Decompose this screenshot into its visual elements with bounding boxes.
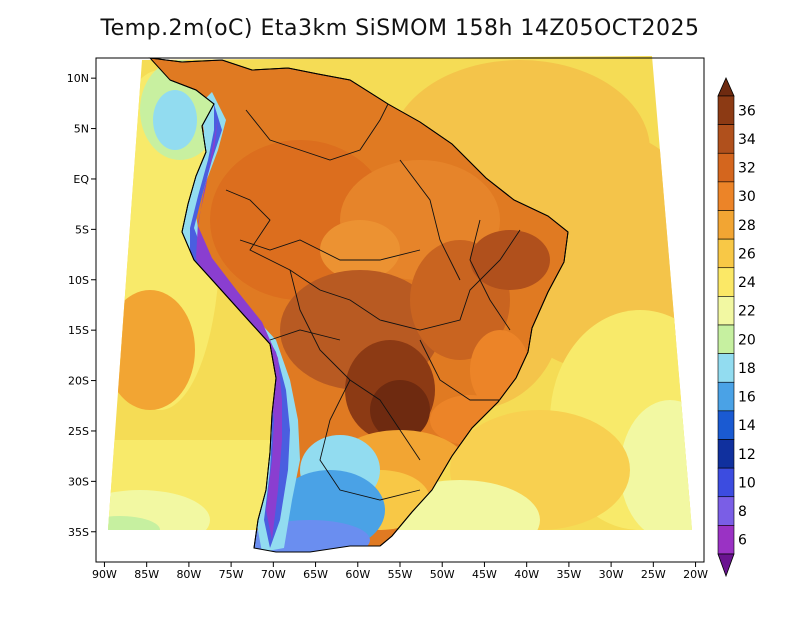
map-title: Temp.2m(oC) Eta3km SiSMOM 158h 14Z05OCT2… — [100, 16, 700, 41]
lon-tick-label: 90W — [92, 568, 117, 581]
colorbar-swatch — [717, 95, 735, 125]
lon-tick-label: 85W — [134, 568, 159, 581]
latitude-axis: 10N 5N EQ 5S 10S 15S 20S 25S 30S 35S — [67, 72, 96, 539]
colorbar-label: 20 — [738, 332, 756, 348]
colorbar-label: 30 — [738, 189, 756, 205]
colorbar-label: 14 — [738, 418, 756, 434]
coastline — [149, 57, 569, 553]
colorbar-label: 16 — [738, 390, 756, 406]
lon-tick-label: 20W — [683, 568, 708, 581]
colorbar-swatch — [717, 238, 735, 269]
lon-tick-label: 35W — [556, 568, 581, 581]
colorbar-swatch — [717, 210, 735, 240]
colorbar-label: 10 — [738, 475, 756, 491]
lat-tick-label: 30S — [68, 475, 89, 488]
colorbar-swatch — [717, 525, 735, 555]
lon-tick-label: 65W — [303, 568, 328, 581]
colorbar-swatch — [717, 496, 735, 526]
colorbar-label: 24 — [738, 275, 756, 291]
colorbar: 36 34 32 30 28 26 24 22 20 18 16 14 12 10 8 6 — [717, 77, 756, 578]
lon-tick-label: 70W — [261, 568, 286, 581]
lat-tick-label: 15S — [68, 324, 89, 337]
lat-tick-label: 35S — [68, 526, 89, 539]
colorbar-label: 18 — [738, 361, 756, 377]
colorbar-label: 26 — [738, 246, 756, 262]
country-borders — [225, 103, 521, 501]
lon-tick-label: 60W — [345, 568, 370, 581]
colorbar-swatch — [717, 381, 735, 412]
colorbar-swatch — [717, 152, 735, 183]
lon-tick-label: 75W — [219, 568, 244, 581]
lon-tick-label: 25W — [641, 568, 666, 581]
lat-tick-label: 10N — [67, 72, 89, 85]
colorbar-label: 32 — [738, 161, 756, 177]
colorbar-swatch — [717, 324, 735, 354]
colorbar-swatch — [717, 267, 735, 297]
colorbar-swatch — [717, 410, 735, 440]
lat-tick-label: 5N — [74, 123, 89, 136]
lon-tick-label: 50W — [430, 568, 455, 581]
colorbar-swatch — [717, 353, 735, 383]
colorbar-swatch — [717, 296, 735, 326]
colorbar-swatch — [717, 439, 735, 469]
colorbar-label: 12 — [738, 447, 756, 463]
longitude-axis: 90W 85W 80W 75W 70W 65W 60W 55W 50W 45W 40W 35W 30W 2… — [92, 562, 708, 581]
lat-tick-label: 10S — [68, 274, 89, 287]
lon-tick-label: 45W — [472, 568, 497, 581]
colorbar-swatch — [717, 181, 735, 211]
lon-tick-label: 40W — [514, 568, 539, 581]
lon-tick-label: 30W — [599, 568, 624, 581]
colorbar-swatch — [717, 124, 735, 154]
colorbar-label: 34 — [738, 132, 756, 148]
lat-tick-label: 25S — [68, 425, 89, 438]
colorbar-label: 8 — [738, 504, 747, 520]
colorbar-label: 22 — [738, 304, 756, 320]
lon-tick-label: 80W — [176, 568, 201, 581]
colorbar-top-arrow — [717, 77, 735, 97]
lat-tick-label: 20S — [68, 375, 89, 388]
colorbar-bottom-arrow — [717, 553, 735, 578]
lat-tick-label: EQ — [73, 173, 89, 186]
colorbar-label: 28 — [738, 218, 756, 234]
lat-tick-label: 5S — [75, 223, 89, 236]
colorbar-label: 36 — [738, 103, 756, 119]
colorbar-swatch — [717, 467, 735, 498]
colorbar-label: 6 — [738, 533, 747, 549]
lon-tick-label: 55W — [388, 568, 413, 581]
